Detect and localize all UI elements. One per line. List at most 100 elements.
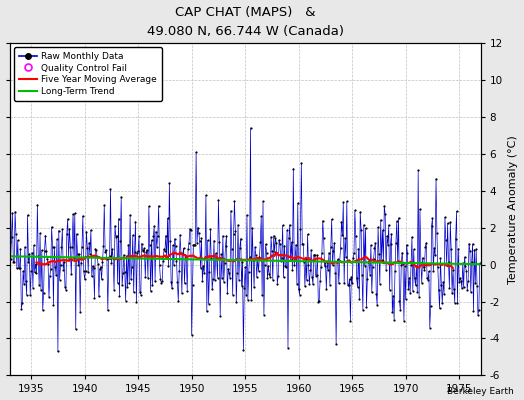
Point — [328, 216, 336, 222]
Point — [310, 252, 318, 258]
Point — [129, 289, 138, 295]
Point — [297, 160, 305, 166]
Point — [365, 258, 373, 264]
Point — [109, 255, 117, 262]
Point — [111, 222, 119, 229]
Point — [419, 264, 428, 270]
Point — [48, 224, 56, 230]
Point — [226, 275, 234, 281]
Point — [399, 261, 407, 267]
Point — [165, 180, 173, 186]
Point — [343, 198, 351, 205]
Point — [402, 242, 411, 248]
Point — [10, 259, 18, 265]
Point — [338, 232, 346, 239]
Point — [95, 266, 104, 272]
Point — [317, 264, 325, 271]
Point — [136, 289, 144, 296]
Point — [377, 217, 385, 223]
Point — [353, 284, 362, 290]
Point — [90, 294, 99, 301]
Point — [208, 286, 216, 292]
Point — [270, 249, 279, 255]
Point — [51, 264, 59, 270]
Point — [230, 198, 238, 204]
Point — [24, 212, 32, 218]
Point — [473, 283, 481, 289]
Point — [223, 290, 232, 296]
Point — [436, 255, 445, 262]
Y-axis label: Temperature Anomaly (°C): Temperature Anomaly (°C) — [508, 135, 518, 284]
Point — [225, 270, 233, 276]
Point — [128, 264, 136, 270]
Point — [143, 247, 151, 253]
Point — [209, 276, 217, 282]
Point — [19, 268, 27, 274]
Point — [450, 285, 458, 292]
Point — [373, 302, 381, 308]
Point — [412, 263, 421, 270]
Point — [13, 265, 21, 272]
Point — [57, 244, 66, 250]
Point — [235, 276, 243, 283]
Point — [283, 227, 291, 234]
Point — [457, 278, 465, 284]
Point — [20, 244, 29, 250]
Point — [428, 215, 436, 222]
Point — [344, 282, 353, 289]
Point — [382, 266, 390, 273]
Point — [291, 255, 299, 262]
Point — [362, 225, 370, 231]
Point — [28, 250, 36, 256]
Point — [261, 241, 270, 247]
Point — [366, 272, 374, 278]
Point — [247, 297, 256, 303]
Point — [152, 244, 161, 250]
Point — [306, 267, 314, 274]
Point — [6, 238, 14, 245]
Point — [342, 254, 350, 260]
Point — [398, 249, 406, 256]
Point — [333, 258, 341, 265]
Point — [282, 264, 290, 270]
Point — [307, 247, 315, 253]
Point — [90, 265, 98, 271]
Point — [356, 208, 364, 215]
Point — [441, 214, 449, 220]
Point — [296, 292, 304, 298]
Point — [138, 246, 147, 253]
Point — [173, 279, 182, 285]
Point — [185, 240, 193, 246]
Point — [255, 254, 264, 260]
Point — [254, 268, 263, 274]
Point — [452, 236, 460, 242]
Point — [335, 258, 344, 264]
Point — [137, 240, 146, 247]
Point — [303, 231, 312, 238]
Point — [475, 307, 483, 313]
Point — [293, 280, 301, 287]
Point — [99, 258, 107, 265]
Point — [53, 236, 61, 242]
Point — [349, 255, 357, 261]
Point — [106, 186, 115, 192]
Point — [312, 271, 321, 278]
Point — [395, 298, 403, 305]
Point — [386, 241, 395, 247]
Point — [158, 278, 167, 284]
Point — [241, 264, 249, 270]
Point — [417, 260, 425, 266]
Point — [100, 202, 108, 208]
Point — [347, 274, 355, 280]
Point — [324, 266, 332, 273]
Point — [170, 262, 178, 268]
Point — [14, 237, 22, 244]
Point — [375, 250, 383, 257]
Point — [125, 280, 134, 286]
Point — [211, 276, 219, 283]
Point — [257, 213, 266, 220]
Point — [361, 262, 369, 269]
Point — [430, 245, 439, 251]
Point — [64, 255, 73, 262]
Point — [230, 231, 238, 238]
